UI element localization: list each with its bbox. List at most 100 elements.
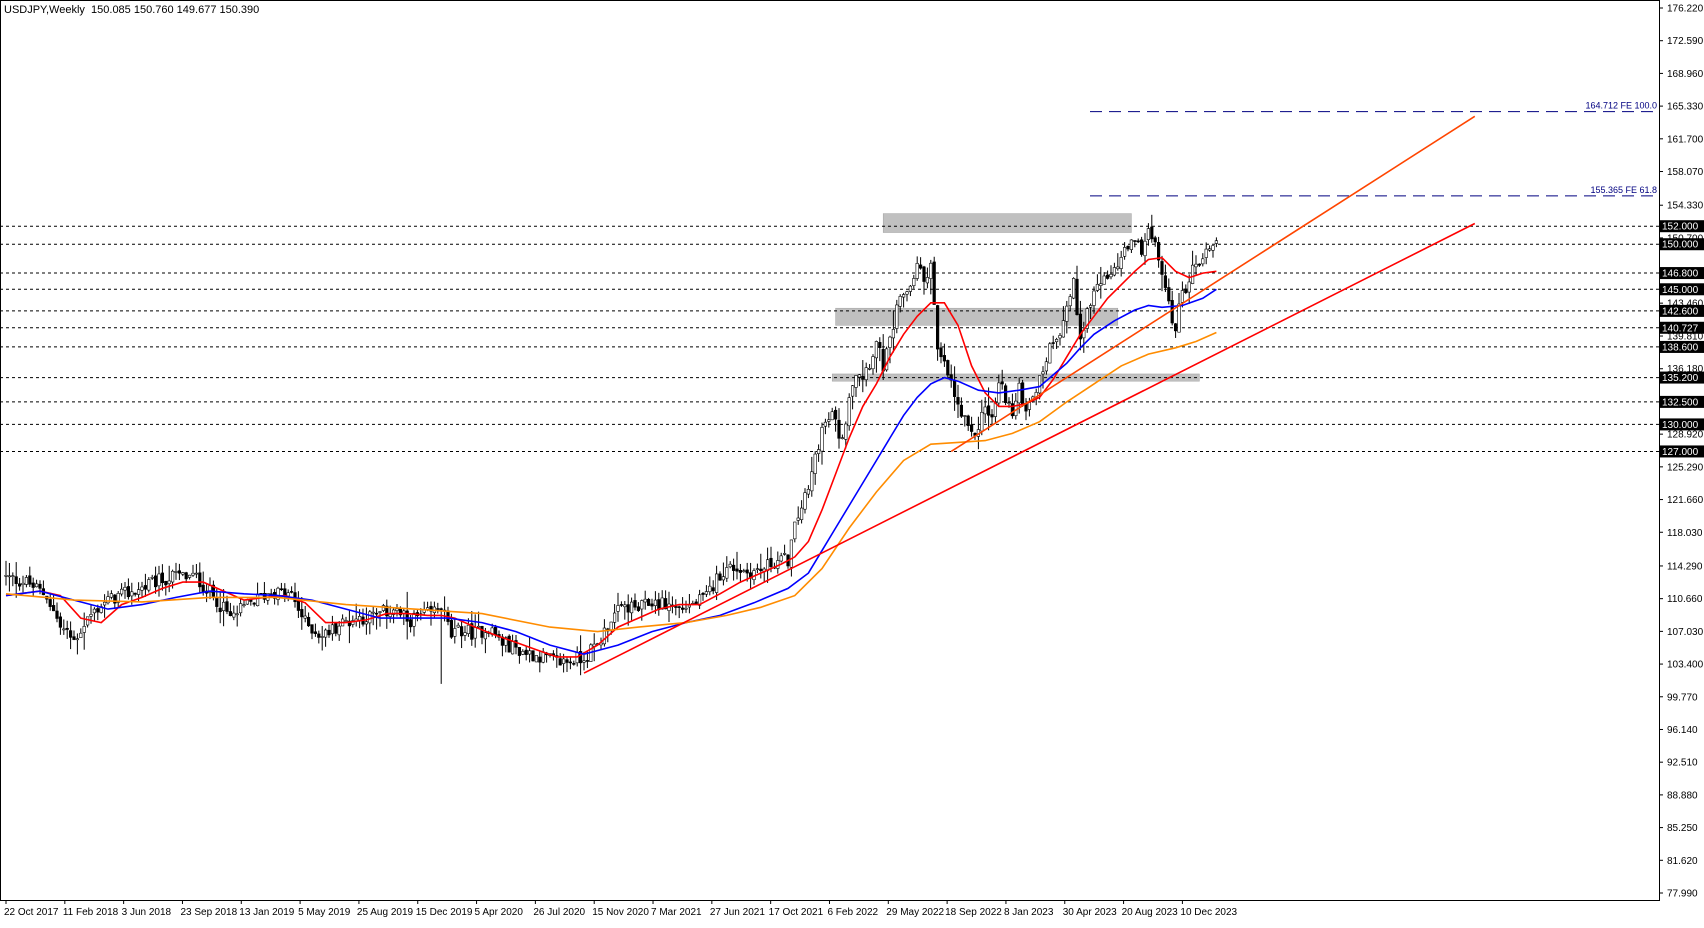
candle-body	[905, 291, 909, 295]
candle-body	[939, 347, 943, 358]
candle-body	[837, 419, 841, 439]
level-tag	[1660, 418, 1704, 431]
candle-body	[844, 423, 848, 440]
candle-body	[103, 601, 107, 606]
candle-body	[578, 651, 583, 664]
y-tick-label: 168.960	[1667, 69, 1704, 80]
candle-body	[276, 587, 280, 600]
candle-body	[1055, 339, 1059, 343]
candle-body	[1119, 257, 1123, 269]
candle-body	[1095, 284, 1099, 291]
level-tag-label: 135.200	[1662, 373, 1699, 384]
candle-body	[24, 577, 29, 585]
candle-body	[222, 601, 226, 611]
x-tick-label: 11 Feb 2018	[63, 907, 119, 918]
x-tick-label: 22 Oct 2017	[4, 907, 59, 918]
candle-body	[96, 608, 100, 613]
candle-body	[177, 570, 182, 574]
candle-body	[619, 604, 623, 606]
candle-body	[572, 663, 576, 665]
candle-body	[1092, 290, 1096, 306]
candle-body	[640, 600, 644, 610]
x-tick-label: 7 Mar 2021	[651, 907, 702, 918]
candle-body	[262, 592, 267, 600]
candle-body	[646, 599, 651, 606]
candle-body	[364, 621, 369, 625]
level-tag-label: 132.500	[1662, 397, 1699, 408]
candle-body	[109, 593, 113, 598]
candle-body	[38, 583, 42, 589]
candle-body	[980, 412, 984, 432]
trendline	[950, 115, 1476, 453]
candle-body	[201, 584, 205, 592]
x-tick-label: 13 Jan 2019	[239, 907, 294, 918]
y-tick-label: 92.510	[1667, 758, 1698, 769]
fibo-label: 155.365 FE 61.8	[1590, 185, 1657, 195]
candle-body	[1211, 245, 1215, 251]
candle-body	[538, 656, 542, 663]
y-tick-label: 165.330	[1667, 102, 1704, 113]
candle-body	[476, 625, 481, 628]
candle-body	[1204, 248, 1208, 258]
candle-body	[143, 585, 148, 590]
candle-body	[483, 632, 488, 640]
candle-body	[643, 598, 647, 603]
candle-body	[1184, 288, 1188, 294]
level-tag-label: 140.727	[1662, 323, 1699, 334]
candle-body	[854, 375, 858, 388]
candle-body	[191, 572, 195, 576]
candle-body	[918, 264, 923, 269]
candle-body	[684, 607, 688, 610]
candle-body	[769, 557, 773, 567]
candle-body	[1078, 313, 1082, 340]
x-tick-label: 30 Apr 2023	[1063, 907, 1117, 918]
candle-body	[820, 427, 824, 452]
trendline	[583, 222, 1476, 674]
candle-body	[908, 285, 912, 292]
candle-body	[1116, 266, 1120, 270]
candle-body	[1146, 228, 1150, 240]
level-labels: 152.000 150.000 146.800 145.000 142.600 140.7…	[1660, 220, 1704, 458]
candle-body	[130, 591, 134, 597]
candle-body	[194, 572, 199, 575]
candle-body	[126, 586, 130, 598]
candle-body	[323, 629, 328, 638]
candle-body	[65, 627, 69, 630]
candle-body	[629, 601, 634, 614]
x-tick-label: 25 Aug 2019	[357, 907, 414, 918]
candle-body	[507, 635, 511, 653]
candle-body	[1075, 278, 1079, 316]
candle-body	[1051, 342, 1055, 344]
candle-body	[799, 507, 804, 520]
candle-body	[1163, 275, 1167, 288]
candle-body	[677, 606, 681, 608]
candle-body	[1020, 382, 1025, 405]
candle-body	[436, 608, 440, 610]
candle-body	[779, 555, 783, 562]
candle-body	[198, 572, 202, 588]
candle-body	[609, 621, 613, 631]
level-tag-label: 145.000	[1662, 285, 1699, 296]
ohlc-values: 150.085 150.760 149.677 150.390	[91, 4, 260, 16]
price-axis: 176.220 172.590 168.960 165.330 161.700 158.0…	[1659, 4, 1704, 900]
x-tick-label: 15 Dec 2019	[416, 907, 473, 918]
candle-body	[531, 650, 535, 662]
x-tick-label: 29 May 2022	[886, 907, 944, 918]
candle-body	[174, 571, 178, 573]
candle-body	[963, 415, 967, 417]
candle-body	[459, 626, 464, 637]
zone	[835, 307, 1119, 326]
candle-body	[1133, 240, 1137, 242]
x-tick-label: 18 Sep 2022	[945, 907, 1002, 918]
candle-body	[796, 517, 800, 521]
level-tag-label: 142.600	[1662, 306, 1699, 317]
candle-body	[657, 599, 661, 610]
candle-body	[966, 415, 970, 426]
candle-body	[527, 650, 532, 655]
candle-body	[493, 626, 498, 636]
candle-body	[255, 593, 260, 607]
candle-body	[313, 631, 318, 634]
level-tag	[1660, 395, 1704, 408]
y-tick-label: 172.590	[1667, 36, 1704, 47]
